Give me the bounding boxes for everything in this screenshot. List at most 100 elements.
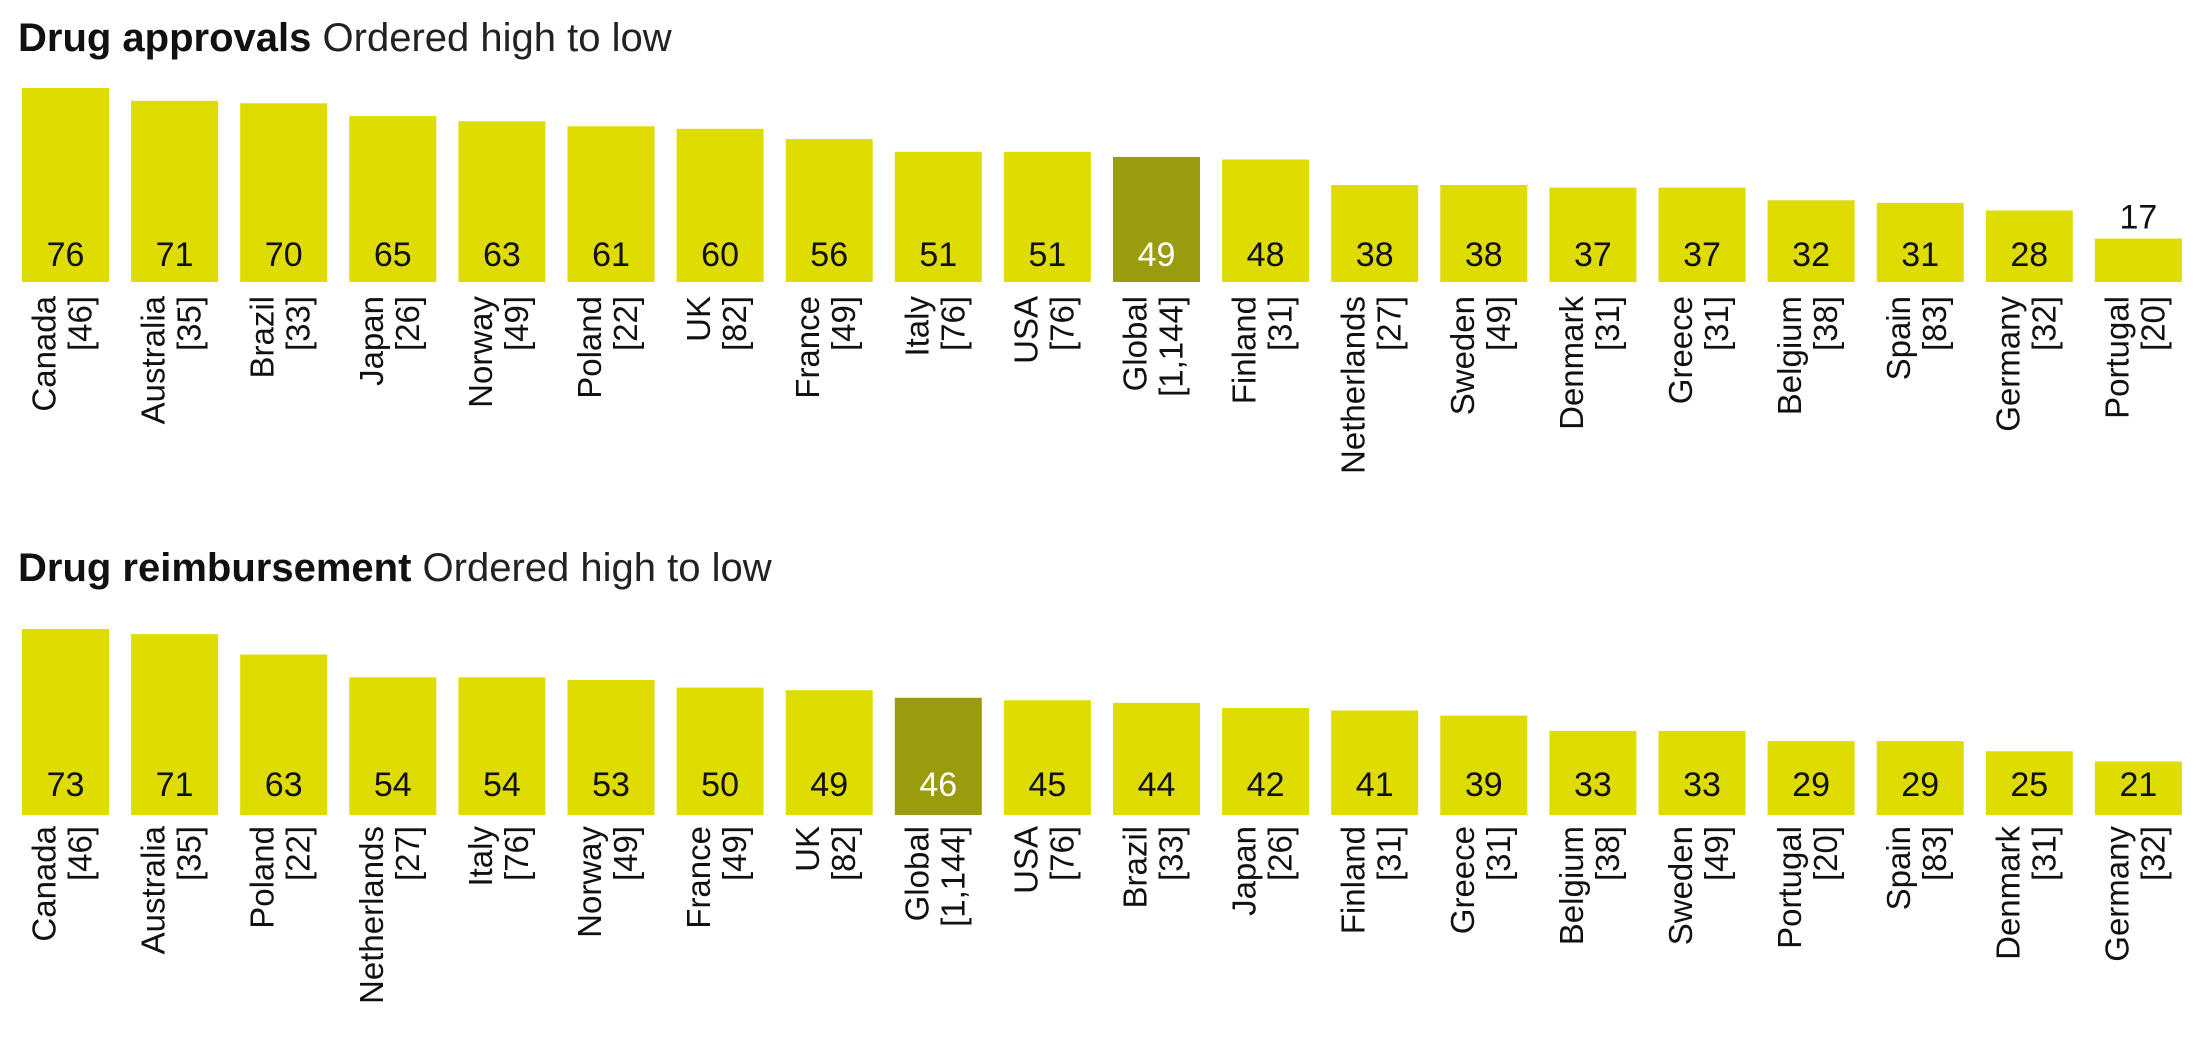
reimbursement-bar-finland bbox=[1331, 710, 1419, 815]
approvals-value-label-usa: 51 bbox=[1028, 236, 1066, 274]
approvals-category-label-greece: Greece bbox=[1662, 296, 1699, 404]
reimbursement-sample-size-label-portugal: [20] bbox=[1807, 826, 1844, 881]
reimbursement-category-label-australia: Australia bbox=[135, 825, 172, 954]
approvals-bar-uk bbox=[676, 128, 764, 282]
approvals-category-label-usa: USA bbox=[1007, 296, 1044, 364]
reimbursement-value-label-japan: 42 bbox=[1247, 766, 1285, 804]
reimbursement-value-label-usa: 45 bbox=[1028, 766, 1066, 804]
approvals-category-label-australia: Australia bbox=[135, 295, 172, 424]
reimbursement-category-label-france: France bbox=[680, 826, 717, 929]
approvals-sample-size-label-australia: [35] bbox=[171, 296, 208, 351]
approvals-bar-spain bbox=[1876, 202, 1964, 282]
approvals-value-label-finland: 48 bbox=[1247, 236, 1285, 274]
reimbursement-bar-global bbox=[894, 697, 982, 815]
approvals-value-label-poland: 61 bbox=[592, 236, 630, 274]
reimbursement-category-label-germany: Germany bbox=[2098, 826, 2135, 962]
reimbursement-sample-size-label-germany: [32] bbox=[2134, 826, 2171, 881]
approvals-value-label-germany: 28 bbox=[2010, 236, 2048, 274]
approvals-sample-size-label-belgium: [38] bbox=[1807, 296, 1844, 351]
reimbursement-value-label-germany: 21 bbox=[2119, 766, 2157, 804]
reimbursement-value-label-greece: 39 bbox=[1465, 766, 1503, 804]
reimbursement-bar-greece bbox=[1440, 715, 1528, 815]
approvals-category-label-france: France bbox=[789, 296, 826, 399]
reimbursement-sample-size-label-canada: [46] bbox=[62, 826, 99, 881]
chart-subtitle: Ordered high to low bbox=[322, 16, 672, 60]
reimbursement-category-label-italy: Italy bbox=[462, 826, 499, 887]
approvals-bar-portugal bbox=[2094, 238, 2182, 282]
approvals-bar-global bbox=[1113, 156, 1200, 282]
reimbursement-bar-france bbox=[676, 687, 764, 815]
approvals-category-label-spain: Spain bbox=[1880, 296, 1917, 380]
reimbursement-value-label-spain: 29 bbox=[1901, 766, 1939, 804]
reimbursement-sample-size-label-brazil: [33] bbox=[1153, 826, 1190, 881]
reimbursement-sample-size-label-belgium: [38] bbox=[1589, 826, 1626, 881]
approvals-category-label-poland: Poland bbox=[571, 296, 608, 399]
reimbursement-value-label-global: 46 bbox=[919, 766, 957, 804]
approvals-category-label-uk: UK bbox=[680, 296, 717, 342]
approvals-sample-size-label-italy: [76] bbox=[934, 296, 971, 351]
approvals-value-label-japan: 65 bbox=[374, 236, 412, 274]
reimbursement-sample-size-label-netherlands: [27] bbox=[389, 826, 426, 881]
approvals-category-label-global: Global bbox=[1117, 296, 1154, 391]
approvals-sample-size-label-sweden: [49] bbox=[1480, 296, 1517, 351]
reimbursement-bar-japan bbox=[1222, 708, 1310, 815]
approvals-bar-poland bbox=[567, 126, 655, 282]
reimbursement-value-label-finland: 41 bbox=[1356, 766, 1394, 804]
approvals-sample-size-label-norway: [49] bbox=[498, 296, 535, 351]
approvals-bar-canada bbox=[22, 88, 109, 282]
chart-title-main: Drug reimbursement bbox=[18, 546, 412, 590]
approvals-bar-chart: 76 Canada [46] 71 Australia [35] 70 Brazil [33] 6… bbox=[22, 88, 2182, 474]
approvals-value-label-greece: 37 bbox=[1683, 236, 1721, 274]
approvals-value-label-global: 49 bbox=[1138, 236, 1176, 274]
reimbursement-category-label-spain: Spain bbox=[1880, 826, 1917, 910]
approvals-sample-size-label-greece: [31] bbox=[1698, 296, 1735, 351]
reimbursement-value-label-france: 50 bbox=[701, 766, 739, 804]
reimbursement-category-label-uk: UK bbox=[789, 826, 826, 872]
approvals-value-label-denmark: 37 bbox=[1574, 236, 1612, 274]
approvals-sample-size-label-portugal: [20] bbox=[2134, 296, 2171, 351]
approvals-value-label-portugal: 17 bbox=[2119, 199, 2157, 237]
reimbursement-bar-uk bbox=[785, 690, 873, 815]
reimbursement-category-label-finland: Finland bbox=[1335, 826, 1372, 934]
approvals-bar-japan bbox=[349, 116, 437, 282]
approvals-value-label-sweden: 38 bbox=[1465, 236, 1503, 274]
reimbursement-category-label-portugal: Portugal bbox=[1771, 826, 1808, 949]
reimbursement-value-label-portugal: 29 bbox=[1792, 766, 1830, 804]
approvals-category-label-canada: Canada bbox=[26, 295, 63, 411]
approvals-bar-denmark bbox=[1549, 187, 1637, 282]
reimbursement-bar-sweden bbox=[1658, 730, 1746, 815]
approvals-category-label-japan: Japan bbox=[353, 296, 390, 386]
approvals-bar-finland bbox=[1222, 159, 1310, 282]
approvals-category-label-germany: Germany bbox=[1989, 296, 2026, 432]
reimbursement-value-label-denmark: 25 bbox=[2010, 766, 2048, 804]
reimbursement-category-label-netherlands: Netherlands bbox=[353, 826, 390, 1004]
approvals-sample-size-label-spain: [83] bbox=[1916, 296, 1953, 351]
approvals-category-label-belgium: Belgium bbox=[1771, 296, 1808, 415]
reimbursement-value-label-canada: 73 bbox=[47, 766, 85, 804]
approvals-category-label-norway: Norway bbox=[462, 296, 499, 408]
approvals-category-label-sweden: Sweden bbox=[1444, 296, 1481, 415]
approvals-category-label-brazil: Brazil bbox=[244, 296, 281, 379]
approvals-sample-size-label-germany: [32] bbox=[2025, 296, 2062, 351]
reimbursement-bar-brazil bbox=[1113, 702, 1200, 815]
reimbursement-category-label-norway: Norway bbox=[571, 826, 608, 938]
reimbursement-sample-size-label-finland: [31] bbox=[1371, 826, 1408, 881]
reimbursement-bar-australia bbox=[131, 634, 219, 815]
approvals-bar-germany bbox=[1985, 210, 2073, 282]
reimbursement-bar-spain bbox=[1876, 741, 1964, 815]
approvals-value-label-italy: 51 bbox=[919, 236, 957, 274]
approvals-category-label-denmark: Denmark bbox=[1553, 296, 1590, 430]
reimbursement-sample-size-label-usa: [76] bbox=[1043, 826, 1080, 881]
reimbursement-value-label-uk: 49 bbox=[810, 766, 848, 804]
approvals-bar-australia bbox=[131, 100, 219, 282]
approvals-value-label-netherlands: 38 bbox=[1356, 236, 1394, 274]
approvals-sample-size-label-denmark: [31] bbox=[1589, 296, 1626, 351]
approvals-sample-size-label-netherlands: [27] bbox=[1371, 296, 1408, 351]
reimbursement-bar-netherlands bbox=[349, 677, 437, 815]
approvals-sample-size-label-poland: [22] bbox=[607, 296, 644, 351]
reimbursement-category-label-belgium: Belgium bbox=[1553, 826, 1590, 945]
reimbursement-sample-size-label-japan: [26] bbox=[1262, 826, 1299, 881]
approvals-category-label-portugal: Portugal bbox=[2098, 296, 2135, 419]
approvals-sample-size-label-france: [49] bbox=[825, 296, 862, 351]
approvals-value-label-spain: 31 bbox=[1901, 236, 1939, 274]
